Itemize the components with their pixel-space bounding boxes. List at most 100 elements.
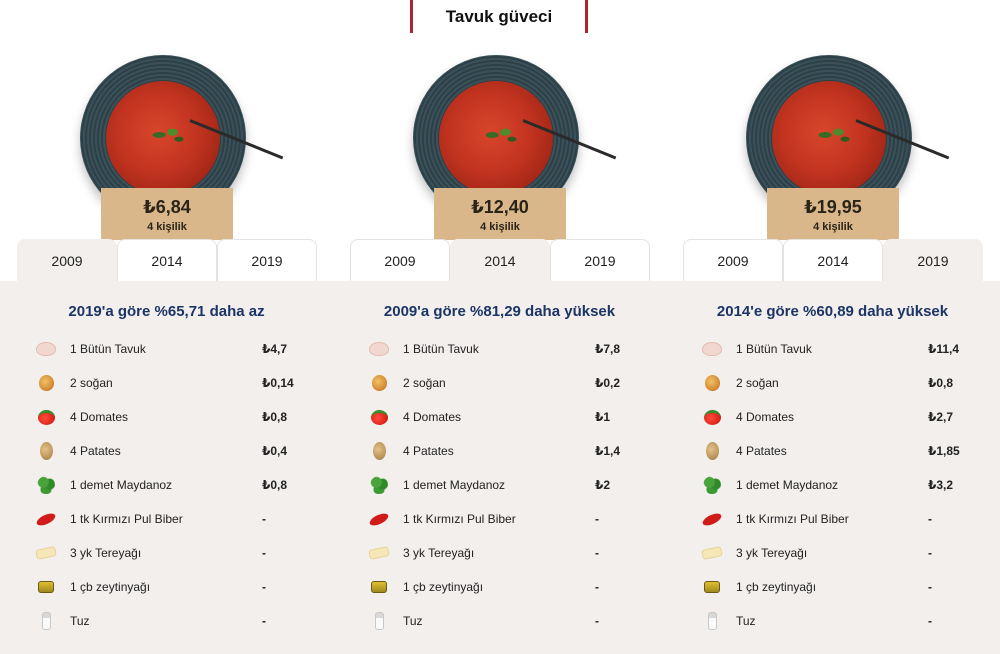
ingredient-name: 4 Patates [403,444,454,458]
recipe-column-2019: ₺19,95 4 kişilik 2009 2014 2019 2014'e g… [666,0,999,654]
ingredient-row: 1 tk Kırmızı Pul Biber - [365,502,635,536]
chicken-icon [34,337,58,361]
tab-2014[interactable]: 2014 [450,239,550,281]
tab-2009[interactable]: 2009 [350,239,450,281]
ingredient-row: Tuz - [365,604,635,638]
ingredient-price: ₺4,7 [262,342,288,356]
ingredient-price: - [262,512,266,526]
total-price: ₺12,40 [471,197,529,217]
ingredient-name: 1 Bütün Tavuk [70,342,146,356]
ingredient-price: - [928,614,932,628]
tab-2019[interactable]: 2019 [550,239,650,281]
ingredient-row: 1 tk Kırmızı Pul Biber - [698,502,968,536]
ingredient-name: 1 demet Maydanoz [403,478,506,492]
ingredient-price: ₺0,8 [928,376,954,390]
tab-2014[interactable]: 2014 [117,239,217,281]
ingredient-list: 1 Bütün Tavuk ₺4,7 2 soğan ₺0,14 4 Domates ₺0… [32,332,302,638]
ingredient-price: - [595,546,599,560]
ingredient-row: 4 Domates ₺0,8 [32,400,302,434]
tab-2019[interactable]: 2019 [217,239,317,281]
ingredient-row: 1 Bütün Tavuk ₺7,8 [365,332,635,366]
ingredient-row: 4 Domates ₺1 [365,400,635,434]
ingredient-name: 1 Bütün Tavuk [403,342,479,356]
year-tabs: 2009 2014 2019 [683,239,983,281]
price-card: ₺12,40 4 kişilik [434,188,566,240]
ingredient-name: 1 çb zeytinyağı [70,580,151,594]
ingredient-name: 1 Bütün Tavuk [736,342,812,356]
ingredient-row: Tuz - [698,604,968,638]
ingredient-price: ₺1,4 [595,444,621,458]
ingredient-name: 4 Domates [403,410,462,424]
ingredient-price: ₺0,2 [595,376,621,390]
ingredient-row: 1 demet Maydanoz ₺0,8 [32,468,302,502]
price-card: ₺19,95 4 kişilik [767,188,899,240]
ingredient-price: - [595,614,599,628]
red-pepper-icon [367,507,391,531]
stew-icon [106,81,220,195]
ingredient-row: 1 Bütün Tavuk ₺11,4 [698,332,968,366]
ingredient-name: 3 yk Tereyağı [70,546,142,560]
butter-icon [34,541,58,565]
tab-2014[interactable]: 2014 [783,239,883,281]
ingredient-name: 4 Domates [736,410,795,424]
ingredient-name: 1 tk Kırmızı Pul Biber [403,512,516,526]
ingredient-row: 1 Bütün Tavuk ₺4,7 [32,332,302,366]
parsley-icon [700,473,724,497]
tab-2009[interactable]: 2009 [683,239,783,281]
ingredient-price: ₺0,4 [262,444,288,458]
ingredient-row: 3 yk Tereyağı - [32,536,302,570]
ingredient-price: - [928,580,932,594]
comparison-text: 2014'e göre %60,89 daha yüksek [716,303,949,320]
onion-icon [367,371,391,395]
recipe-column-2014: ₺12,40 4 kişilik 2009 2014 2019 2009'a g… [333,0,666,654]
parsley-icon [367,473,391,497]
ingredient-price: ₺0,8 [262,478,288,492]
ingredient-price: ₺2,7 [928,410,954,424]
ingredient-price: - [262,614,266,628]
ingredient-row: 1 demet Maydanoz ₺3,2 [698,468,968,502]
year-tabs: 2009 2014 2019 [17,239,317,281]
ingredient-row: 3 yk Tereyağı - [698,536,968,570]
ingredient-name: 1 demet Maydanoz [736,478,839,492]
ingredient-name: 1 tk Kırmızı Pul Biber [70,512,183,526]
ingredient-row: 4 Domates ₺2,7 [698,400,968,434]
price-card: ₺6,84 4 kişilik [101,188,233,240]
ingredient-price: ₺1,85 [928,444,960,458]
ingredient-row: 4 Patates ₺1,85 [698,434,968,468]
ingredient-row: 1 çb zeytinyağı - [698,570,968,604]
serving-size: 4 kişilik [147,221,187,233]
ingredient-name: Tuz [70,614,90,628]
ingredient-name: Tuz [736,614,756,628]
ingredient-row: 1 tk Kırmızı Pul Biber - [32,502,302,536]
ingredient-price: ₺2 [595,478,611,492]
ingredient-name: 1 çb zeytinyağı [736,580,817,594]
red-pepper-icon [700,507,724,531]
ingredient-name: Tuz [403,614,423,628]
potato-icon [700,439,724,463]
ingredient-name: 1 demet Maydanoz [70,478,173,492]
ingredient-price: - [595,512,599,526]
butter-icon [700,541,724,565]
potato-icon [34,439,58,463]
tab-2019[interactable]: 2019 [883,239,983,281]
comparison-text: 2009'a göre %81,29 daha yüksek [383,303,616,320]
onion-icon [34,371,58,395]
ingredient-price: - [262,580,266,594]
ingredient-name: 3 yk Tereyağı [736,546,808,560]
potato-icon [367,439,391,463]
ingredient-price: - [928,546,932,560]
ingredient-name: 4 Domates [70,410,129,424]
ingredient-price: ₺0,14 [262,376,294,390]
ingredient-name: 2 soğan [70,376,113,390]
ingredient-price: ₺11,4 [928,342,960,356]
comparison-text: 2019'a göre %65,71 daha az [68,303,265,320]
stew-icon [439,81,553,195]
tab-2009[interactable]: 2009 [17,239,117,281]
ingredient-row: 4 Patates ₺1,4 [365,434,635,468]
salt-icon [367,609,391,633]
year-tabs: 2009 2014 2019 [350,239,650,281]
tomato-icon [34,405,58,429]
ingredient-row: 2 soğan ₺0,14 [32,366,302,400]
ingredient-price: - [595,580,599,594]
onion-icon [700,371,724,395]
